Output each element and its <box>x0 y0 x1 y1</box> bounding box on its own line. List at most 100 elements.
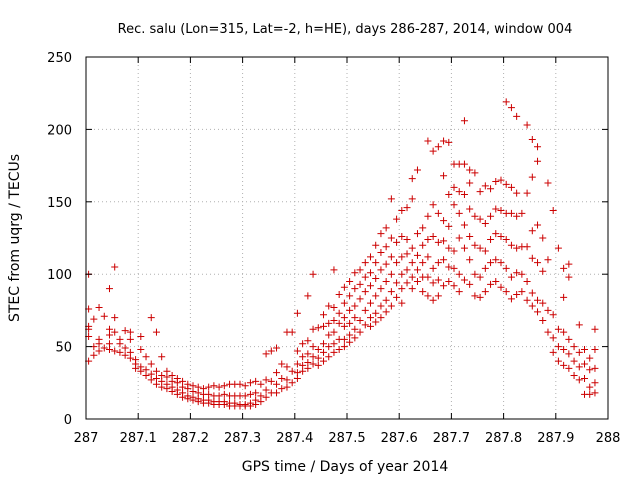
data-point <box>492 205 500 213</box>
data-point <box>252 389 260 397</box>
data-point <box>460 191 468 199</box>
data-point <box>304 350 312 358</box>
data-point <box>335 319 343 327</box>
data-point <box>309 343 317 351</box>
data-point <box>278 360 286 368</box>
data-point <box>471 169 479 177</box>
data-point <box>434 209 442 217</box>
data-point <box>163 385 171 393</box>
data-point <box>445 277 453 285</box>
data-point <box>293 360 301 368</box>
data-point <box>252 401 260 409</box>
x-tick-label: 287.7 <box>433 431 470 446</box>
data-point <box>262 376 270 384</box>
data-point <box>273 380 281 388</box>
data-point <box>184 385 192 393</box>
data-point <box>304 364 312 372</box>
data-point <box>565 350 573 358</box>
data-point <box>361 259 369 267</box>
data-point <box>502 180 510 188</box>
data-point <box>283 383 291 391</box>
data-point <box>455 188 463 196</box>
data-point <box>549 348 557 356</box>
data-point <box>507 241 515 249</box>
data-point <box>528 302 536 310</box>
data-point <box>158 353 166 361</box>
data-point <box>513 244 521 252</box>
data-point <box>518 270 526 278</box>
data-point <box>205 399 213 407</box>
data-point <box>330 348 338 356</box>
data-point <box>528 254 536 262</box>
data-point <box>534 143 542 151</box>
data-point <box>460 221 468 229</box>
data-point <box>351 334 359 342</box>
data-point <box>210 382 218 390</box>
data-point <box>502 235 510 243</box>
x-tick-label: 287.9 <box>537 431 574 446</box>
data-point <box>434 238 442 246</box>
data-point <box>152 380 160 388</box>
data-point <box>518 288 526 296</box>
data-point <box>570 343 578 351</box>
data-point <box>278 385 286 393</box>
data-point <box>487 259 495 267</box>
data-point <box>413 251 421 259</box>
data-point <box>314 345 322 353</box>
data-point <box>111 347 119 355</box>
data-point <box>466 179 474 187</box>
data-point <box>382 243 390 251</box>
data-point <box>299 353 307 361</box>
data-point <box>351 325 359 333</box>
data-point <box>267 347 275 355</box>
data-point <box>361 273 369 281</box>
data-point <box>523 121 531 129</box>
data-point <box>434 276 442 284</box>
data-point <box>361 288 369 296</box>
data-point <box>440 256 448 264</box>
x-tick-label: 287.8 <box>485 431 522 446</box>
data-point <box>267 377 275 385</box>
data-point <box>330 266 338 274</box>
data-point <box>408 195 416 203</box>
data-point <box>554 343 562 351</box>
data-point <box>382 308 390 316</box>
data-point <box>173 379 181 387</box>
data-point <box>105 285 113 293</box>
data-point <box>586 366 594 374</box>
data-point <box>121 351 129 359</box>
data-point <box>487 235 495 243</box>
data-point <box>205 383 213 391</box>
data-point <box>554 244 562 252</box>
data-point <box>320 357 328 365</box>
data-point <box>523 296 531 304</box>
data-point <box>581 345 589 353</box>
data-point <box>377 314 385 322</box>
data-point <box>476 188 484 196</box>
data-point <box>309 325 317 333</box>
data-point <box>492 256 500 264</box>
data-point <box>450 247 458 255</box>
data-point <box>372 318 380 326</box>
data-point <box>549 206 557 214</box>
data-point <box>158 383 166 391</box>
data-point <box>111 328 119 336</box>
data-point <box>497 233 505 241</box>
data-point <box>429 201 437 209</box>
data-point <box>356 266 364 274</box>
data-point <box>502 98 510 106</box>
data-point <box>523 277 531 285</box>
data-point <box>534 259 542 267</box>
data-point <box>147 376 155 384</box>
data-point <box>560 293 568 301</box>
data-point <box>372 259 380 267</box>
data-point <box>325 353 333 361</box>
y-tick-label: 250 <box>47 51 72 66</box>
data-point <box>262 350 270 358</box>
data-point <box>434 259 442 267</box>
data-point <box>534 157 542 165</box>
data-point <box>220 401 228 409</box>
x-tick-labels: 287 287.1 287.2 287.3 287.4 287.5 287.6 287.7 28… <box>74 431 621 446</box>
data-point <box>121 327 129 335</box>
data-point <box>184 395 192 403</box>
